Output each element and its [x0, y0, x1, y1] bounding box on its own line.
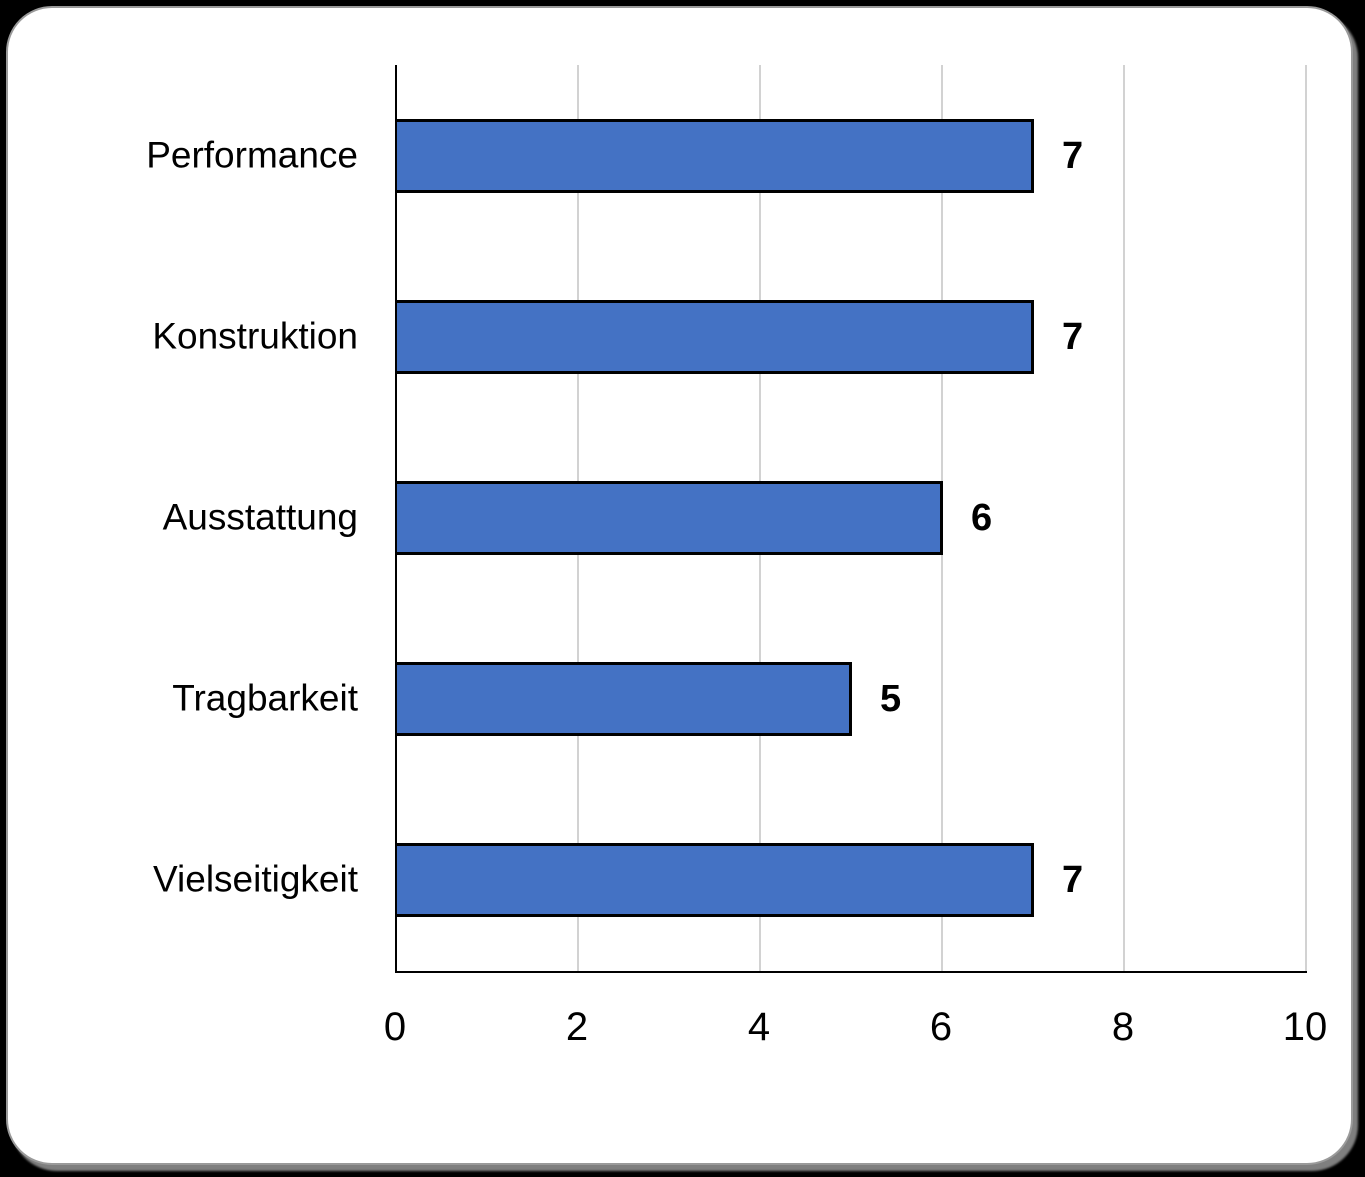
- plot-area: 7 7 6 5 7: [395, 65, 1307, 973]
- chart-card: Performance Konstruktion Ausstattung Tragba…: [6, 6, 1353, 1165]
- bar-ausstattung: [397, 481, 943, 555]
- x-tick-10: 10: [1282, 1005, 1328, 1049]
- bar-performance: [397, 119, 1034, 193]
- category-label-vielseitigkeit: Vielseitigkeit: [153, 858, 358, 900]
- category-label-konstruktion: Konstruktion: [152, 315, 358, 357]
- x-tick-4: 4: [747, 1005, 771, 1049]
- value-label-vielseitigkeit: 7: [1062, 859, 1084, 901]
- value-label-konstruktion: 7: [1062, 316, 1084, 358]
- category-label-ausstattung: Ausstattung: [162, 496, 358, 538]
- bar-vielseitigkeit: [397, 843, 1034, 917]
- category-axis: Performance Konstruktion Ausstattung Tragba…: [48, 65, 358, 971]
- category-label-tragbarkeit: Tragbarkeit: [172, 677, 358, 719]
- value-label-tragbarkeit: 5: [880, 678, 902, 720]
- gridline-8: [1123, 65, 1125, 971]
- category-label-performance: Performance: [146, 134, 358, 176]
- x-tick-0: 0: [383, 1005, 407, 1049]
- bar-tragbarkeit: [397, 662, 852, 736]
- x-tick-6: 6: [929, 1005, 953, 1049]
- bar-konstruktion: [397, 300, 1034, 374]
- value-label-performance: 7: [1062, 135, 1084, 177]
- gridline-10: [1305, 65, 1307, 971]
- value-label-ausstattung: 6: [971, 497, 993, 539]
- x-axis: 0 2 4 6 8 10: [384, 1003, 1327, 1063]
- x-tick-2: 2: [565, 1005, 589, 1049]
- x-tick-8: 8: [1111, 1005, 1135, 1049]
